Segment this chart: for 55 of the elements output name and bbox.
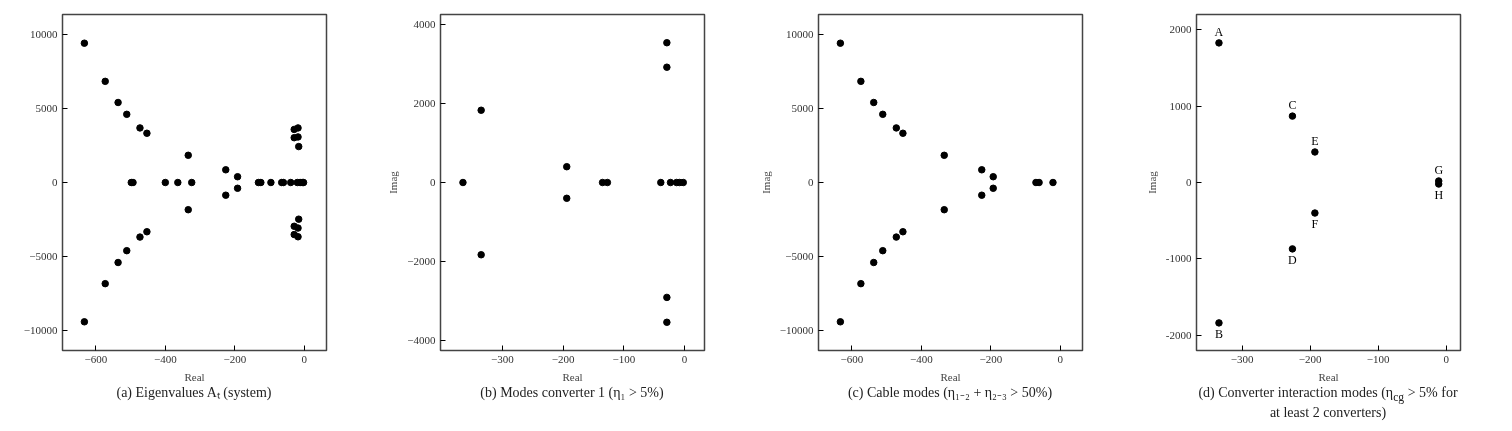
- text: (b) Modes converter 1 (η₁ > 5%): [480, 385, 664, 402]
- y-tick-label: −2000: [407, 254, 436, 267]
- x-tick-label: −600: [84, 352, 108, 365]
- y-tick-label: −5000: [785, 249, 814, 262]
- x-tick-label: 0: [681, 352, 688, 365]
- y-tick-label: −10000: [779, 323, 814, 336]
- y-tick-label: 5000: [35, 102, 58, 115]
- x-axis-title: Real: [940, 370, 961, 383]
- text: (a) Eigenvalues Aₜ (system): [116, 385, 272, 402]
- x-tick-label: −300: [1230, 352, 1254, 365]
- y-tick-label: −4000: [407, 333, 436, 346]
- x-tick-label: 0: [301, 352, 308, 365]
- y-tick-label: -2000: [1165, 328, 1192, 341]
- y-axis-title: Imag: [759, 170, 772, 194]
- text: (c) Cable modes (η₁₋₂ + η₂₋₃ > 50%): [847, 385, 1053, 402]
- x-axis-title: Real: [562, 370, 583, 383]
- y-tick-label: 10000: [30, 28, 58, 41]
- y-tick-label: 4000: [413, 18, 436, 31]
- x-tick-label: 0: [1057, 352, 1064, 365]
- y-tick-label: -1000: [1165, 252, 1192, 265]
- annotation: F: [1311, 217, 1319, 232]
- annotation: H: [1434, 188, 1444, 203]
- y-tick-label: 5000: [791, 102, 814, 115]
- y-tick-label: 2000: [1169, 23, 1192, 36]
- x-axis-title: Real: [1318, 370, 1339, 383]
- annotation: A: [1214, 24, 1224, 39]
- annotation: G: [1434, 162, 1444, 177]
- annotation: D: [1288, 252, 1298, 267]
- x-tick-label: −200: [979, 352, 1003, 365]
- y-tick-label: −10000: [23, 323, 58, 336]
- x-tick-label: −100: [1366, 352, 1391, 365]
- annotation: C: [1288, 98, 1297, 113]
- y-tick-label: 1000: [1169, 99, 1192, 112]
- x-tick-label: −200: [223, 352, 247, 365]
- x-axis-title: Real: [184, 370, 205, 383]
- annotation: E: [1311, 133, 1319, 148]
- y-tick-label: 0: [1186, 176, 1192, 188]
- y-tick-label: 0: [808, 176, 814, 188]
- y-tick-label: 0: [430, 176, 436, 188]
- x-tick-label: −600: [840, 352, 864, 365]
- x-tick-label: −200: [551, 352, 575, 365]
- y-axis-title: Imag: [387, 170, 400, 194]
- chart-title: (d) Converter interaction modes (η$_{cg}$ > 5% for at least 2 converters): [1198, 385, 1458, 420]
- y-tick-label: 2000: [413, 97, 436, 110]
- annotation: B: [1214, 326, 1223, 341]
- x-tick-label: 0: [1443, 352, 1450, 365]
- y-tick-label: 10000: [786, 28, 814, 41]
- x-tick-label: −300: [491, 352, 515, 365]
- x-tick-label: −400: [909, 352, 934, 365]
- y-tick-label: 0: [52, 176, 58, 188]
- y-axis-title: Imag: [1145, 170, 1158, 194]
- x-tick-label: −400: [153, 352, 178, 365]
- x-tick-label: −200: [1298, 352, 1322, 365]
- y-tick-label: −5000: [29, 249, 58, 262]
- x-tick-label: −100: [612, 352, 636, 365]
